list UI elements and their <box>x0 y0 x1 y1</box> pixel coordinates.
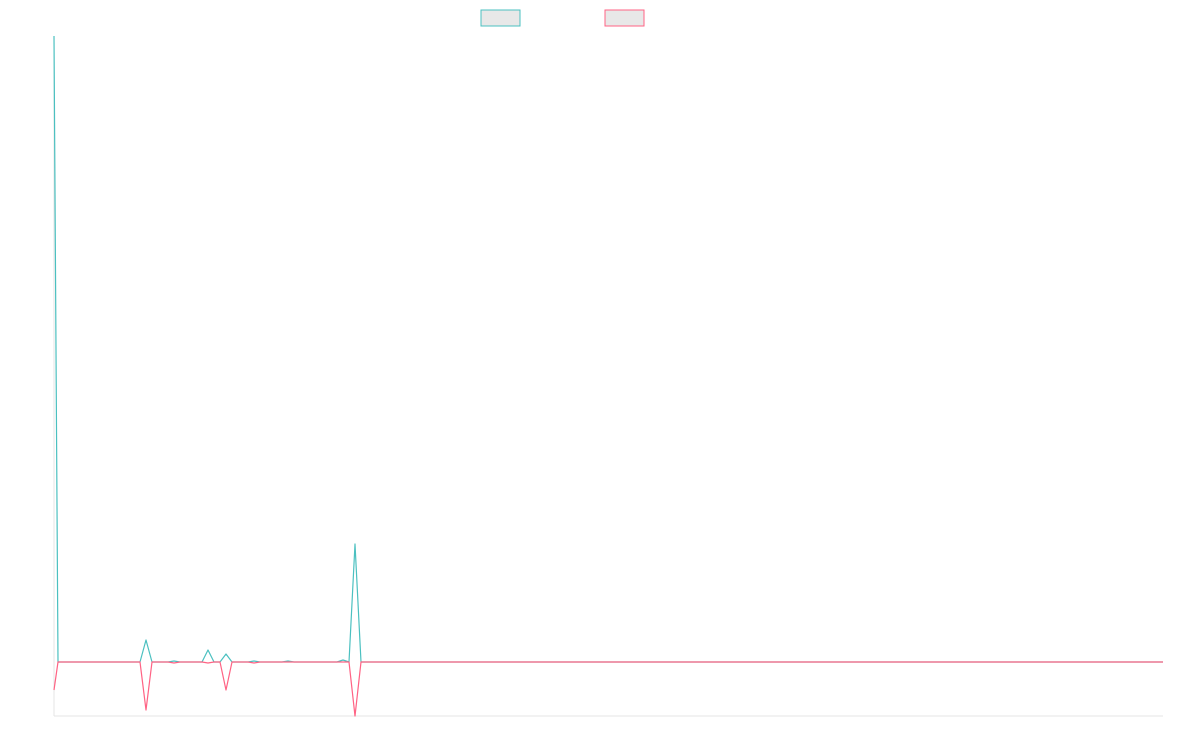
series-line <box>53 35 1163 663</box>
legend-swatch[interactable] <box>604 9 645 27</box>
series-line <box>53 661 1163 717</box>
legend-swatch[interactable] <box>480 9 521 27</box>
